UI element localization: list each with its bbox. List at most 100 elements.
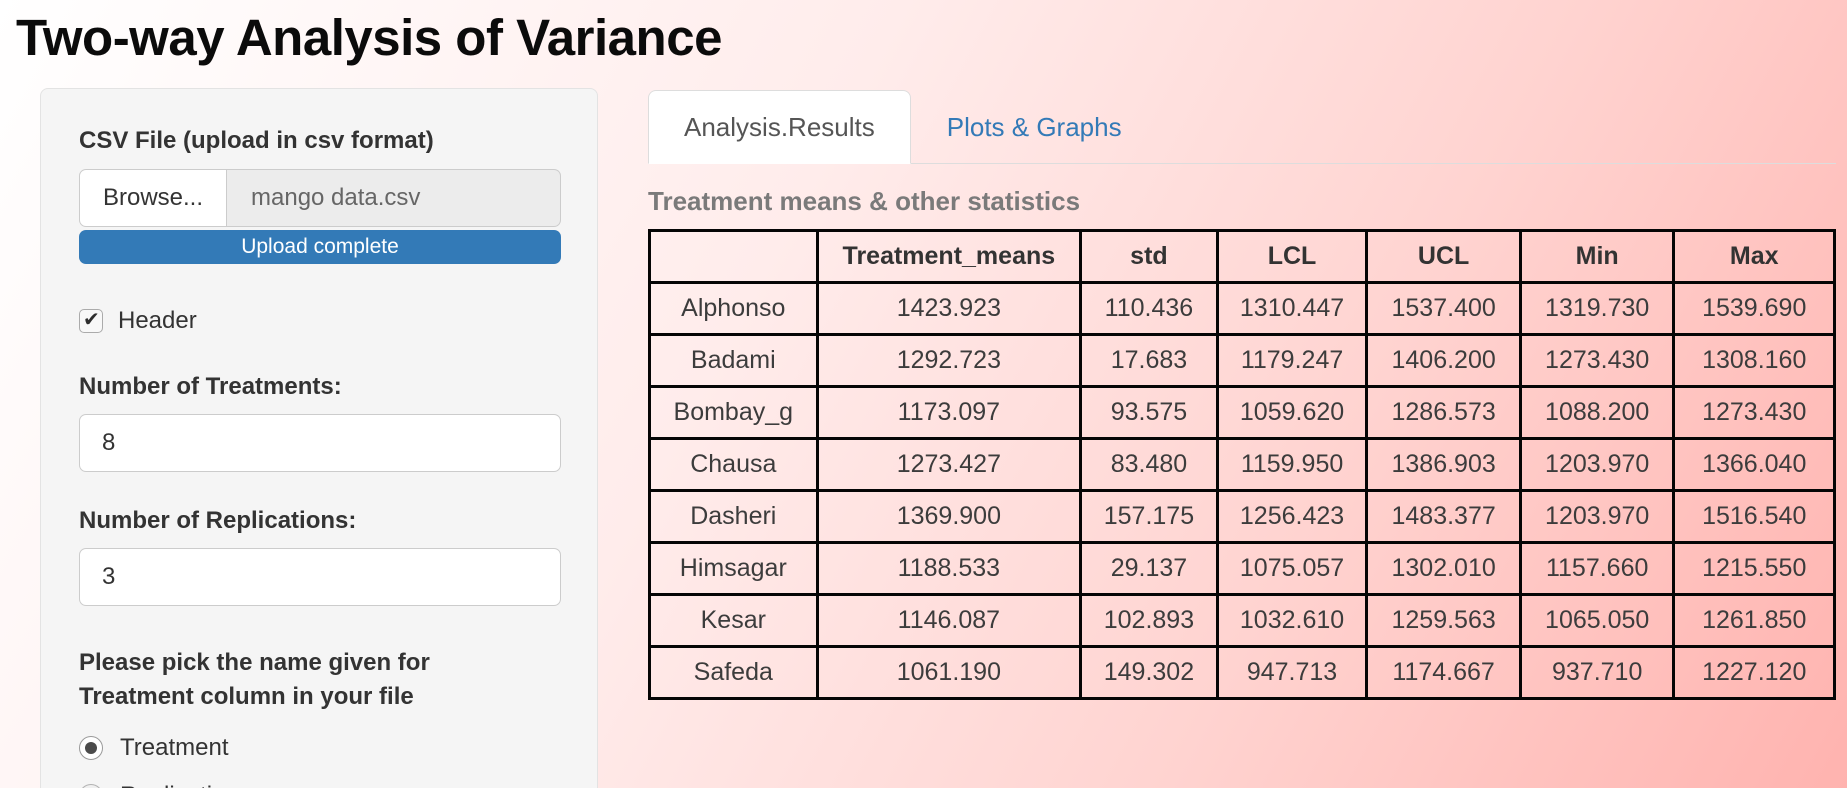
column-header: LCL	[1215, 229, 1369, 284]
row-label-cell: Kesar	[648, 593, 819, 648]
table-body: Alphonso 1423.923 110.436 1310.447 1537.…	[648, 281, 1836, 700]
main-content: Analysis.Results Plots & Graphs Treatmen…	[648, 90, 1836, 700]
cell-std: 29.137	[1079, 541, 1219, 596]
cell-treatment-mean: 1292.723	[815, 333, 1083, 388]
cell-max: 1539.690	[1672, 281, 1836, 336]
cell-ucl: 1406.200	[1365, 333, 1522, 388]
tab-bar: Analysis.Results Plots & Graphs	[648, 90, 1836, 164]
upload-status-text: Upload complete	[241, 235, 399, 258]
radio-icon[interactable]	[79, 784, 103, 788]
cell-lcl: 947.713	[1215, 645, 1369, 700]
cell-lcl: 1032.610	[1215, 593, 1369, 648]
tab[interactable]: Plots & Graphs	[911, 90, 1158, 164]
treatments-input[interactable]	[79, 414, 561, 472]
table-row: Safeda 1061.190 149.302 947.713 1174.667…	[648, 645, 1836, 700]
row-label-cell: Alphonso	[648, 281, 819, 336]
cell-ucl: 1259.563	[1365, 593, 1522, 648]
cell-ucl: 1386.903	[1365, 437, 1522, 492]
cell-lcl: 1310.447	[1215, 281, 1369, 336]
column-header: Treatment_means	[815, 229, 1083, 284]
table-row: Himsagar 1188.533 29.137 1075.057 1302.0…	[648, 541, 1836, 596]
cell-treatment-mean: 1369.900	[815, 489, 1083, 544]
cell-treatment-mean: 1423.923	[815, 281, 1083, 336]
table-row: Chausa 1273.427 83.480 1159.950 1386.903…	[648, 437, 1836, 492]
section-title: Treatment means & other statistics	[648, 186, 1081, 216]
cell-max: 1366.040	[1672, 437, 1836, 492]
cell-lcl: 1179.247	[1215, 333, 1369, 388]
table-row: Alphonso 1423.923 110.436 1310.447 1537.…	[648, 281, 1836, 336]
upload-progress-bar: Upload complete	[79, 230, 561, 264]
cell-std: 149.302	[1079, 645, 1219, 700]
row-label-cell: Badami	[648, 333, 819, 388]
column-header: Max	[1672, 229, 1836, 284]
treatment-column-radio-group: Treatment Replication	[79, 734, 559, 788]
stats-table: Treatment_means std LCL UCL Min Max Alphonso …	[648, 229, 1836, 700]
csv-file-label: CSV File (upload in csv format)	[79, 127, 434, 154]
file-name-field: mango data.csv	[227, 169, 561, 227]
cell-std: 157.175	[1079, 489, 1219, 544]
column-header: Min	[1518, 229, 1676, 284]
tab-label: Plots & Graphs	[946, 111, 1122, 142]
cell-max: 1308.160	[1672, 333, 1836, 388]
cell-lcl: 1075.057	[1215, 541, 1369, 596]
replications-label: Number of Replications:	[79, 507, 357, 534]
cell-ucl: 1174.667	[1365, 645, 1522, 700]
cell-min: 1203.970	[1518, 489, 1676, 544]
cell-min: 1273.430	[1518, 333, 1676, 388]
cell-treatment-mean: 1273.427	[815, 437, 1083, 492]
radio-icon[interactable]	[79, 736, 103, 760]
cell-std: 110.436	[1079, 281, 1219, 336]
row-label-cell: Bombay_g	[648, 385, 819, 440]
header-checkbox-row[interactable]: Header	[79, 307, 559, 335]
cell-treatment-mean: 1173.097	[815, 385, 1083, 440]
cell-std: 93.575	[1079, 385, 1219, 440]
cell-std: 102.893	[1079, 593, 1219, 648]
sidebar-panel: CSV File (upload in csv format) Browse..…	[40, 88, 598, 788]
cell-lcl: 1256.423	[1215, 489, 1369, 544]
cell-max: 1516.540	[1672, 489, 1836, 544]
header-checkbox[interactable]	[79, 307, 103, 333]
tab[interactable]: Analysis.Results	[648, 90, 911, 164]
cell-ucl: 1302.010	[1365, 541, 1522, 596]
cell-lcl: 1059.620	[1215, 385, 1369, 440]
cell-ucl: 1286.573	[1365, 385, 1522, 440]
radio-option[interactable]: Treatment	[79, 734, 559, 762]
cell-treatment-mean: 1061.190	[815, 645, 1083, 700]
column-header	[648, 229, 819, 284]
table-row: Kesar 1146.087 102.893 1032.610 1259.563…	[648, 593, 1836, 648]
header-checkbox-label: Header	[118, 307, 197, 334]
table-header: Treatment_means std LCL UCL Min Max	[648, 229, 1836, 284]
cell-min: 1065.050	[1518, 593, 1676, 648]
row-label-cell: Chausa	[648, 437, 819, 492]
table-row: Badami 1292.723 17.683 1179.247 1406.200…	[648, 333, 1836, 388]
cell-min: 1319.730	[1518, 281, 1676, 336]
replications-input[interactable]	[79, 548, 561, 606]
cell-min: 1203.970	[1518, 437, 1676, 492]
radio-option[interactable]: Replication	[79, 782, 559, 788]
cell-max: 1261.850	[1672, 593, 1836, 648]
column-header: UCL	[1365, 229, 1522, 284]
page-title: Two-way Analysis of Variance	[16, 9, 722, 66]
cell-lcl: 1159.950	[1215, 437, 1369, 492]
cell-std: 83.480	[1079, 437, 1219, 492]
tab-label: Analysis.Results	[684, 111, 875, 142]
cell-ucl: 1537.400	[1365, 281, 1522, 336]
column-header: std	[1079, 229, 1219, 284]
cell-max: 1215.550	[1672, 541, 1836, 596]
cell-min: 937.710	[1518, 645, 1676, 700]
browse-button[interactable]: Browse...	[79, 169, 227, 227]
table-row: Bombay_g 1173.097 93.575 1059.620 1286.5…	[648, 385, 1836, 440]
cell-max: 1227.120	[1672, 645, 1836, 700]
row-label-cell: Himsagar	[648, 541, 819, 596]
cell-std: 17.683	[1079, 333, 1219, 388]
cell-ucl: 1483.377	[1365, 489, 1522, 544]
treatment-column-picker-label: Please pick the name given for Treatment…	[79, 649, 430, 710]
radio-option-label: Treatment	[120, 734, 229, 761]
row-label-cell: Safeda	[648, 645, 819, 700]
cell-min: 1088.200	[1518, 385, 1676, 440]
radio-option-label: Replication	[120, 782, 239, 788]
cell-min: 1157.660	[1518, 541, 1676, 596]
treatments-label: Number of Treatments:	[79, 373, 342, 400]
file-input-group: Browse... mango data.csv	[79, 169, 561, 227]
